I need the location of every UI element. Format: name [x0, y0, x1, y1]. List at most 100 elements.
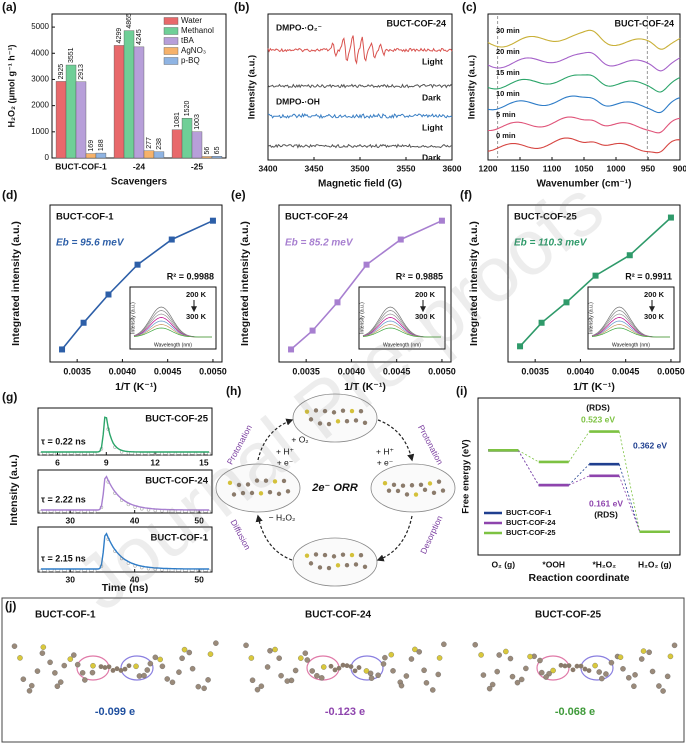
atom [566, 663, 572, 669]
x-tick-label: 0.0040 [109, 366, 137, 376]
atom [404, 492, 410, 497]
center-label: 2e⁻ ORR [311, 482, 358, 494]
atom [331, 554, 337, 559]
atom [243, 642, 249, 649]
legend-swatch [163, 37, 179, 45]
atom [267, 489, 273, 495]
spectrum-curve [487, 74, 681, 93]
atom [667, 653, 674, 660]
atom [47, 659, 53, 666]
tau-label: τ = 2.15 ns [41, 553, 86, 563]
value-label: 1003 [194, 114, 201, 130]
data-point [667, 214, 674, 221]
x-tick-label: 1200 [479, 163, 498, 173]
trace-label: 10 min [496, 89, 520, 98]
atom [157, 656, 163, 663]
atom [164, 676, 170, 682]
atom [118, 668, 124, 673]
bar [153, 151, 165, 159]
atom [348, 664, 354, 670]
bar [143, 150, 155, 159]
atom [344, 663, 350, 669]
atom [313, 552, 319, 557]
panel-box [1, 597, 685, 743]
data-point [438, 217, 445, 224]
atom [382, 481, 388, 486]
atom [382, 654, 388, 661]
atom [102, 665, 108, 670]
y-axis-label: Integrated intensity (a.u.) [10, 221, 22, 346]
decay-fit [41, 532, 209, 570]
value-label: 1081 [174, 112, 181, 128]
reactant: + e⁻ [277, 457, 294, 467]
x-axis-label: 1/T (K⁻¹) [115, 381, 157, 393]
panel-label: (b) [234, 0, 249, 14]
x-tick-label: 1150 [511, 163, 530, 173]
atom [503, 648, 509, 655]
atom [169, 679, 176, 686]
atom [90, 662, 96, 669]
atom [272, 646, 278, 653]
atom [272, 479, 278, 484]
chart-title: BUCT-COF-25 [145, 414, 209, 425]
atom [582, 666, 588, 672]
atom [430, 687, 436, 693]
connector [618, 475, 641, 532]
atom [386, 488, 392, 493]
x-tick-label: 1050 [575, 163, 594, 173]
plot-frame [477, 397, 681, 556]
annotation: 0.362 eV [633, 440, 667, 450]
x-axis-label: Wavenumber (cm⁻¹) [537, 179, 632, 190]
atom [186, 649, 193, 656]
atom [603, 671, 609, 677]
x-tick-label: 12 [150, 457, 160, 467]
inset-frame [587, 286, 675, 350]
bar [191, 131, 203, 159]
x-tick-label: 50 [194, 515, 204, 525]
atom [331, 410, 337, 415]
atom [380, 661, 387, 667]
fit-label: Eb = 95.6 meV [56, 238, 125, 249]
value-label: 3551 [68, 47, 75, 63]
y-tick-label: 5000 [31, 22, 49, 31]
x-axis-label: 1/T (K⁻¹) [344, 381, 386, 393]
atom [240, 490, 246, 496]
x-tick-label: 0.0045 [154, 366, 182, 376]
atom [322, 408, 328, 414]
x-tick-label: BUCT-COF-1 [55, 161, 107, 171]
data-point [59, 346, 66, 353]
atom [664, 673, 671, 680]
inset-y-label: Intensity (a.u.) [359, 302, 365, 334]
atom [523, 665, 529, 672]
x-tick-label: 15 [199, 457, 209, 467]
probe-label: DMPO-·OH [276, 96, 320, 106]
atom [278, 672, 284, 679]
atom [423, 680, 430, 686]
atom [550, 667, 556, 674]
atom [267, 647, 273, 654]
x-tick-label: 0.0050 [657, 366, 685, 376]
charge-label: -0.099 e [95, 706, 135, 718]
atom [309, 668, 315, 674]
connector [568, 463, 590, 486]
atom [640, 648, 647, 654]
atom [258, 683, 265, 689]
atom [276, 491, 282, 497]
atom [480, 672, 487, 678]
atom [496, 652, 502, 658]
atom [335, 563, 341, 568]
atom [362, 420, 368, 426]
atom [353, 562, 359, 567]
bar [55, 81, 67, 159]
tau-label: τ = 2.22 ns [41, 494, 86, 504]
inset-x-label: Wavelength (nm) [612, 342, 650, 348]
atom [302, 650, 309, 656]
atom [344, 563, 350, 568]
x-tick-label: 3500 [351, 163, 370, 173]
panel-label: (h) [226, 384, 241, 398]
intermediate [215, 463, 301, 513]
atom [71, 652, 77, 658]
chart-title: BUCT-COF-24 [386, 18, 446, 28]
atom [79, 670, 86, 676]
